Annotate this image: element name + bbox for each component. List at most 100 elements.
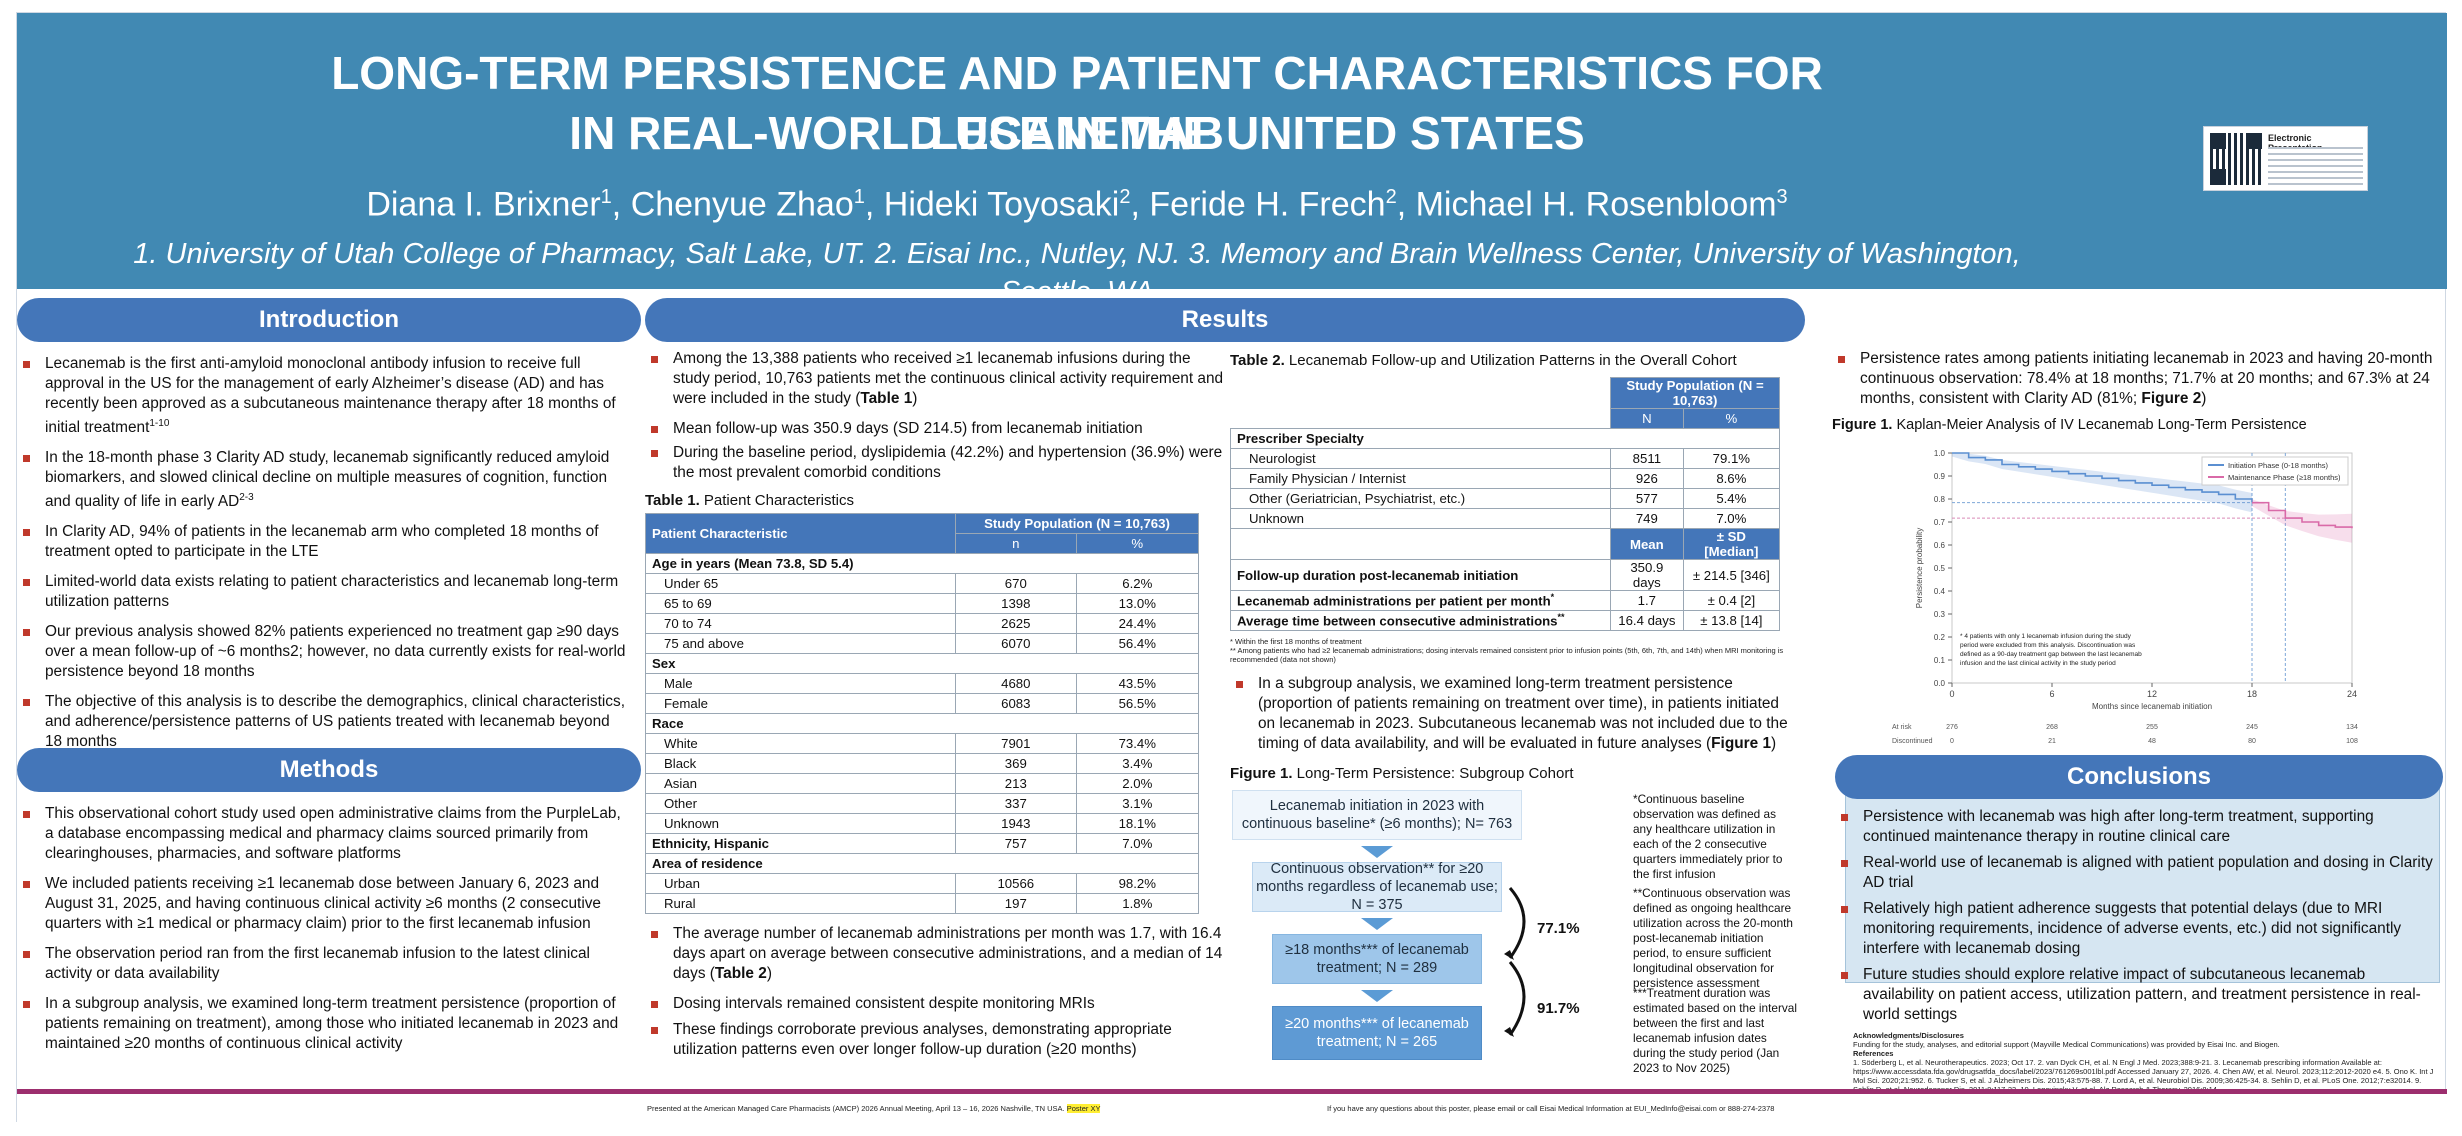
table-cell-mean: 16.4 days — [1610, 610, 1684, 631]
table-cell-label: Sex — [645, 653, 1199, 674]
list-item: Dosing intervals remained consistent des… — [645, 994, 1225, 1014]
table-row: Asian 213 2.0% — [645, 773, 1200, 794]
conclusions-heading: Conclusions — [1835, 755, 2443, 799]
list-item: Relatively high patient adherence sugges… — [1835, 899, 2433, 959]
results-list-2: The average number of lecanemab administ… — [645, 924, 1225, 1060]
table-cell-mean: 350.9 days — [1610, 559, 1684, 591]
discontinued-value: 48 — [2148, 738, 2156, 745]
table-row: Family Physician / Internist 926 8.6% — [1230, 468, 1781, 489]
y-tick-label: 0.7 — [1934, 518, 1946, 527]
y-tick-label: 0.5 — [1934, 564, 1946, 573]
arrowhead-1 — [1504, 950, 1514, 960]
introduction-list: Lecanemab is the first anti-amyloid mono… — [17, 354, 641, 752]
table2-note: ** Among patients who had ≥2 lecanemab a… — [1230, 646, 1784, 664]
table-row: Sex — [645, 653, 1199, 674]
risk-row-label: At risk — [1892, 724, 1912, 731]
list-item: The observation period ran from the firs… — [17, 944, 631, 984]
table2-stats-body: Follow-up duration post-lecanemab initia… — [1230, 559, 1781, 631]
list-item: During the baseline period, dyslipidemia… — [645, 443, 1225, 483]
arrowhead-2 — [1504, 1027, 1514, 1037]
patient-characteristics-table: Patient Characteristic Study Population … — [645, 513, 1200, 914]
results-list-4: Persistence rates among patients initiat… — [1832, 349, 2442, 409]
table-row: Unknown 749 7.0% — [1230, 508, 1781, 529]
list-item: Real-world use of lecanemab is aligned w… — [1835, 853, 2433, 893]
table-cell-n: 749 — [1610, 508, 1684, 529]
y-tick-label: 0.1 — [1934, 656, 1946, 665]
table-cell-n: 4680 — [955, 673, 1077, 694]
list-item: Among the 13,388 patients who received ≥… — [645, 349, 1225, 409]
table-cell-n: 197 — [955, 893, 1077, 914]
table-cell-n: 213 — [955, 773, 1077, 794]
table-cell-label: Age in years (Mean 73.8, SD 5.4) — [645, 553, 1199, 574]
x-axis-label: Months since lecanemab initiation — [2092, 702, 2212, 711]
table-cell-label: 75 and above — [645, 633, 956, 654]
flow-box-20-months: ≥20 months*** of lecanemab treatment; N … — [1272, 1006, 1482, 1060]
table-cell-sd: ± 214.5 [346] — [1682, 559, 1781, 591]
list-item: We included patients receiving ≥1 lecane… — [17, 874, 631, 934]
table-cell-sd: ± 0.4 [2] — [1682, 590, 1781, 611]
author-list: Diana I. Brixner1, Chenyue Zhao1, Hideki… — [366, 185, 1788, 224]
table-cell-pct: 6.2% — [1075, 573, 1200, 594]
flow-note-duration: ***Treatment duration was estimated base… — [1633, 986, 1797, 1075]
kaplan-meier-chart: 0.0 0.1 0.2 0.3 0.4 0.5 0.6 0.7 0.8 0.9 1.0 0 6 12 18 2… — [1892, 449, 2358, 745]
table-cell-n: 1398 — [955, 593, 1077, 614]
ack-heading: Acknowledgments/Disclosures — [1853, 1031, 1964, 1040]
table-header: Mean — [1610, 528, 1684, 560]
footer-contact: If you have any questions about this pos… — [1327, 1104, 1775, 1113]
flow-pct-20-months: 91.7% — [1537, 1000, 1580, 1017]
km-caption: Figure 1. Kaplan-Meier Analysis of IV Le… — [1832, 417, 2307, 433]
author-name: Hideki Toyosaki — [883, 185, 1120, 224]
methods-list: This observational cohort study used ope… — [17, 804, 641, 1054]
confidence-band — [1952, 453, 2252, 513]
results-heading: Results — [645, 298, 1805, 342]
y-tick-label: 0.4 — [1934, 587, 1946, 596]
table-cell-pct: 1.8% — [1075, 893, 1200, 914]
conclusions-box — [1845, 777, 2440, 983]
introduction-section: Introduction Lecanemab is the first anti… — [17, 298, 641, 762]
table-cell-pct: 56.4% — [1075, 633, 1200, 654]
km-note-line: defined as a 90-day treatment gap betwee… — [1960, 651, 2142, 658]
legend-label: Maintenance Phase (≥18 months) — [2228, 473, 2341, 482]
table-cell-label: Follow-up duration post-lecanemab initia… — [1230, 559, 1611, 591]
table-cell-label: Area of residence — [645, 853, 1199, 874]
poster-header: LONG-TERM PERSISTENCE AND PATIENT CHARAC… — [17, 13, 2447, 308]
poster-title-line1: LONG-TERM PERSISTENCE AND PATIENT CHARAC… — [331, 47, 1823, 159]
methods-section: Methods This observational cohort study … — [17, 748, 641, 1064]
curved-arrow-2 — [1508, 961, 1526, 1036]
table-cell-label: Lecanemab administrations per patient pe… — [1230, 590, 1611, 611]
table-row: Lecanemab administrations per patient pe… — [1230, 590, 1781, 611]
methods-heading: Methods — [17, 748, 641, 792]
list-item: In a subgroup analysis, we examined long… — [1230, 674, 1800, 754]
table-row: Race — [645, 713, 1199, 734]
results-column-3: Persistence rates among patients initiat… — [1832, 349, 2442, 755]
list-item: In Clarity AD, 94% of patients in the le… — [17, 522, 631, 562]
table-row: Prescriber Specialty — [1230, 428, 1780, 449]
electronic-presentation-card[interactable]: Electronic Presentation — [2203, 126, 2368, 191]
discontinued-value: 108 — [2346, 738, 2358, 745]
y-axis-label: Persistence probability — [1915, 528, 1924, 608]
y-tick-label: 0.2 — [1934, 633, 1946, 642]
down-arrow-icon — [1361, 918, 1393, 930]
table-cell-pct: 3.4% — [1075, 753, 1200, 774]
table-row: Other 337 3.1% — [645, 793, 1200, 814]
table-cell-n: 6070 — [955, 633, 1077, 654]
table-row: White 7901 73.4% — [645, 733, 1200, 754]
table-row: Ethnicity, Hispanic 757 7.0% — [645, 833, 1200, 854]
table-cell-label: Under 65 — [645, 573, 956, 594]
y-tick-label: 0.6 — [1934, 541, 1946, 550]
acknowledgments: Acknowledgments/Disclosures Funding for … — [1853, 1031, 2438, 1094]
table-cell-label: Male — [645, 673, 956, 694]
x-tick-label: 18 — [2247, 689, 2257, 699]
x-tick-label: 24 — [2347, 689, 2357, 699]
conclusions-section: Conclusions Persistence with lecanemab w… — [1835, 755, 2443, 1094]
table-cell-label: Female — [645, 693, 956, 714]
table-row: Other (Geriatrician, Psychiatrist, etc.)… — [1230, 488, 1781, 509]
km-note-line: * 4 patients with only 1 lecanemab infus… — [1960, 633, 2132, 640]
series-line-initiation — [1952, 452, 2253, 503]
table-cell-mean: 1.7 — [1610, 590, 1684, 611]
list-item: The average number of lecanemab administ… — [645, 924, 1225, 984]
qr-code-icon[interactable] — [2210, 133, 2262, 185]
y-tick-label: 1.0 — [1934, 449, 1946, 458]
table-header: Study Population (N = 10,763) — [955, 513, 1199, 534]
table-header: N — [1610, 408, 1684, 429]
